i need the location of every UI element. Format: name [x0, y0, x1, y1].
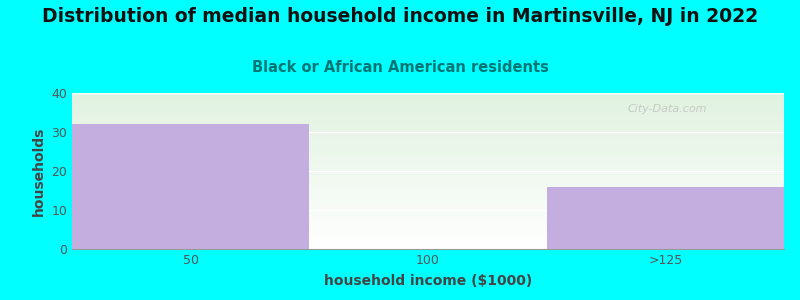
Text: Distribution of median household income in Martinsville, NJ in 2022: Distribution of median household income … [42, 8, 758, 26]
Text: Black or African American residents: Black or African American residents [251, 60, 549, 75]
Text: City-Data.com: City-Data.com [627, 104, 707, 114]
X-axis label: household income ($1000): household income ($1000) [324, 274, 532, 288]
Y-axis label: households: households [32, 126, 46, 216]
Bar [72, 124, 310, 249]
Bar [546, 187, 784, 249]
